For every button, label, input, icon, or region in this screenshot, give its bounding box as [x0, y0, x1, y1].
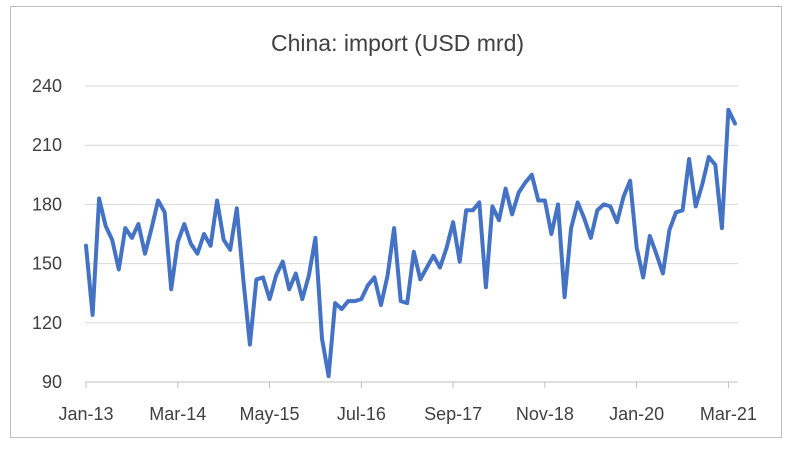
x-tick-label-7: Mar-21 — [700, 404, 757, 424]
y-tick-label-210: 210 — [32, 135, 62, 155]
chart-frame — [10, 6, 782, 438]
x-tick-label-6: Jan-20 — [609, 404, 664, 424]
x-tick-label-4: Sep-17 — [424, 404, 482, 424]
x-tick-label-0: Jan-13 — [58, 404, 113, 424]
import-series-line — [84, 107, 737, 379]
gridlines — [85, 85, 738, 324]
y-tick-label-240: 240 — [32, 76, 62, 96]
y-tick-label-180: 180 — [32, 194, 62, 214]
x-tick-label-2: May-15 — [240, 404, 300, 424]
y-tick-label-90: 90 — [42, 372, 62, 392]
y-tick-label-150: 150 — [32, 254, 62, 274]
series-line — [84, 107, 737, 379]
x-tick-label-5: Nov-18 — [516, 404, 574, 424]
x-axis — [85, 381, 738, 388]
x-tick-label-1: Mar-14 — [149, 404, 206, 424]
x-tick-label-3: Jul-16 — [337, 404, 386, 424]
y-axis-tick-labels: 90 120 150 180 210 240 — [32, 76, 62, 392]
y-tick-label-120: 120 — [32, 313, 62, 333]
chart-title: China: import (USD mrd) — [270, 30, 525, 56]
x-axis-tick-labels: Jan-13 Mar-14 May-15 Jul-16 Sep-17 Nov-18 Jan-… — [58, 404, 756, 424]
